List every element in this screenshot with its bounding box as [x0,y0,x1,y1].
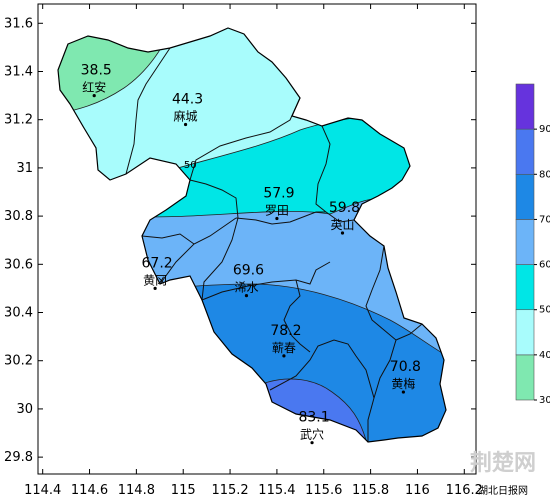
y-tick-label: 31.6 [4,16,33,31]
station-name: 蕲春 [272,341,296,355]
x-tick-label: 116.2 [446,483,483,498]
boundary-qichun-huangmei [365,245,397,442]
x-tick-label: 115 [171,483,196,498]
legend-swatch [515,83,535,130]
boundary-huanggang-xishui [235,211,355,225]
station-value: 57.9 [263,186,294,202]
watermark: 荆楚网 湖北日报网 [470,451,536,497]
legend-swatch [515,309,535,356]
station-marker [340,231,345,235]
station-marker [183,122,188,127]
y-tick-label: 30.2 [4,354,33,369]
x-axis: 114.4 114.6 114.8 115 115.2 115.4 115.6 115.8 11… [24,4,483,498]
legend-swatch [515,128,535,175]
legend-tick-label: 70 [539,214,550,225]
y-tick-label: 30.8 [4,209,33,224]
boundary-wuxue [269,339,375,399]
station-layer: 38.5红安 44.3麻城 57.9 罗田 59.8 英山 67.2 黄冈 69.6 浠水 78.2… [81,63,421,445]
station-value: 69.6 [233,263,264,279]
station-marker [282,354,286,358]
station-value: 59.8 [329,200,360,216]
boundary-luotian-yingshan [315,125,331,213]
y-tick-label: 30 [16,402,33,417]
x-tick-label: 116 [405,483,430,498]
legend-tick-label: 40 [539,350,550,361]
y-tick-label: 31.4 [4,64,33,79]
contour-label-layer: 50 [184,160,197,171]
boundary-macheng-luotian [189,97,301,181]
boundary-huangmei-inner [395,323,423,341]
boundary-hongan-macheng [125,47,171,175]
legend-swatch [515,354,535,401]
station-name: 黄冈 [143,273,167,287]
station-marker [153,286,157,291]
station-value: 70.8 [390,359,421,375]
legend-tick-label: 80 [539,169,550,180]
station-value: 83.1 [298,410,329,426]
y-tick-label: 30.4 [4,306,33,321]
station-name: 浠水 [234,281,258,295]
watermark-text: 荆楚网 [470,451,536,476]
y-tick-label: 30.6 [4,257,33,272]
legend-tick-label: 30 [539,395,550,406]
color-legend: 30 40 50 60 70 80 90 [515,83,550,406]
y-tick-label: 29.8 [4,450,33,465]
station-name: 英山 [330,218,354,232]
legend-tick-label: 90 [539,124,550,135]
x-tick-label: 115.6 [305,483,342,498]
station-name: 罗田 [265,204,289,218]
legend-tick-label: 60 [539,260,550,271]
station-marker [92,93,96,98]
station-value: 78.2 [270,323,301,339]
boundary-west-inner [141,233,195,245]
station-marker [244,294,249,298]
x-tick-label: 115.4 [258,483,295,498]
x-tick-label: 115.8 [352,483,389,498]
station-value: 38.5 [81,63,112,79]
boundary-xishui-qichun [201,261,331,301]
station-name: 红安 [82,80,106,95]
boundary-qichun-inner [283,279,311,353]
x-tick-label: 115.2 [211,483,248,498]
legend-swatch [515,219,535,265]
station-name: 武穴 [300,427,324,442]
legend-tick-label: 50 [539,305,550,316]
station-value: 67.2 [142,255,173,271]
station-value: 44.3 [172,92,203,108]
x-tick-label: 114.8 [118,483,155,498]
x-tick-label: 114.4 [24,483,61,498]
y-tick-label: 31.2 [4,113,33,128]
station-marker [275,216,279,221]
contour-80 [261,378,367,441]
y-axis: 31.6 31.4 31.2 31 30.8 30.6 30.4 30.2 30 29.8 [4,16,476,465]
x-tick-label: 114.6 [71,483,108,498]
watermark-subtext: 湖北日报网 [478,484,528,497]
legend-swatch [515,264,535,311]
contour-value-label: 50 [184,160,197,171]
station-marker [310,441,314,445]
station-name: 麻城 [174,109,198,124]
station-marker [401,390,405,394]
station-name: 黄梅 [391,376,415,391]
legend-swatch [515,173,535,220]
county-boundaries [125,47,423,442]
y-tick-label: 31 [16,161,33,176]
